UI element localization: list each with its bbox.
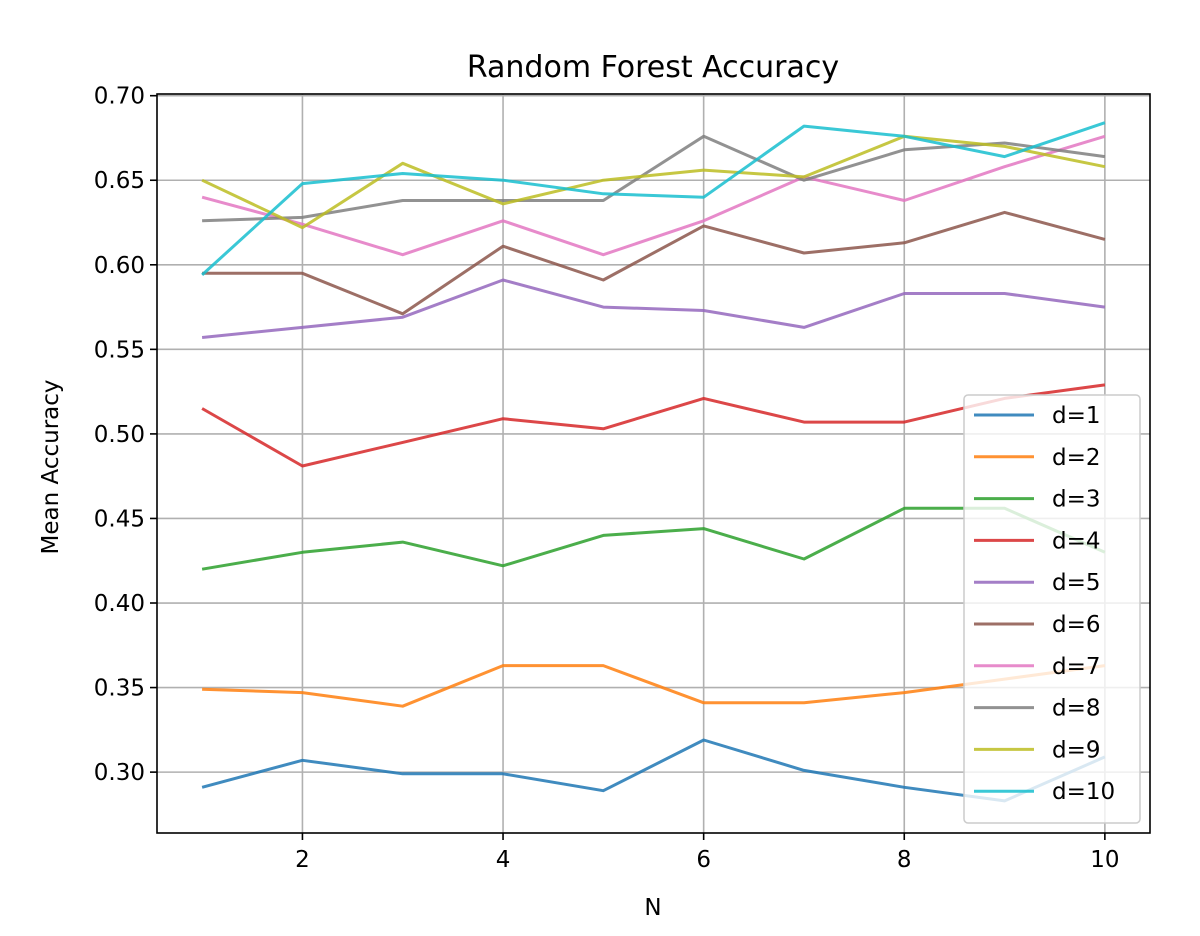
x-axis-label: N — [644, 895, 661, 921]
y-tick-label: 0.70 — [94, 84, 145, 110]
plot-frame — [156, 93, 1151, 834]
legend-label: d=9 — [1052, 737, 1101, 763]
series-line-d10 — [201, 121, 1106, 277]
x-tick-label: 8 — [897, 847, 912, 873]
series-line-d4 — [201, 383, 1106, 468]
legend-label: d=10 — [1052, 779, 1115, 805]
series-line-d3 — [201, 506, 1106, 571]
legend-label: d=7 — [1052, 654, 1101, 680]
x-tick-label: 6 — [696, 847, 711, 873]
legend-label: d=1 — [1052, 403, 1101, 429]
y-tick-label: 0.60 — [94, 253, 145, 279]
legend-label: d=2 — [1052, 445, 1101, 471]
series-line-d2 — [202, 664, 1106, 708]
y-tick-label: 0.65 — [94, 168, 145, 194]
legend-box — [963, 394, 1141, 824]
legend-label: d=6 — [1052, 612, 1101, 638]
legend: d=1 d=2 d=3 d=4 d=5 d=6 d=7 d=8 d=9 d=10 — [963, 394, 1141, 824]
x-axis-ticks: 2 4 6 8 10 — [295, 833, 1120, 873]
x-tick-label: 2 — [295, 847, 310, 873]
y-axis-label: Mean Accuracy — [38, 380, 64, 555]
legend-label: d=5 — [1052, 570, 1101, 596]
y-tick-label: 0.40 — [94, 591, 145, 617]
x-tick-label: 4 — [496, 847, 511, 873]
series-line-d5 — [201, 278, 1106, 339]
series-line-d1 — [201, 738, 1106, 803]
series-line-d6 — [202, 210, 1106, 316]
y-axis-ticks: 0.30 0.35 0.40 0.45 0.50 0.55 0.60 0.65 0.70 — [94, 84, 157, 786]
x-tick-label: 10 — [1090, 847, 1119, 873]
y-tick-label: 0.30 — [94, 760, 145, 786]
series-lines — [201, 121, 1106, 803]
legend-label: d=4 — [1052, 528, 1101, 554]
y-tick-label: 0.45 — [94, 506, 145, 532]
series-line-d9 — [201, 134, 1106, 230]
y-tick-label: 0.55 — [94, 337, 145, 363]
legend-label: d=3 — [1052, 487, 1101, 513]
y-tick-label: 0.50 — [94, 422, 145, 448]
y-tick-label: 0.35 — [94, 676, 145, 702]
series-line-d7 — [201, 134, 1106, 257]
legend-label: d=8 — [1052, 696, 1101, 722]
chart-title: Random Forest Accuracy — [467, 50, 839, 85]
